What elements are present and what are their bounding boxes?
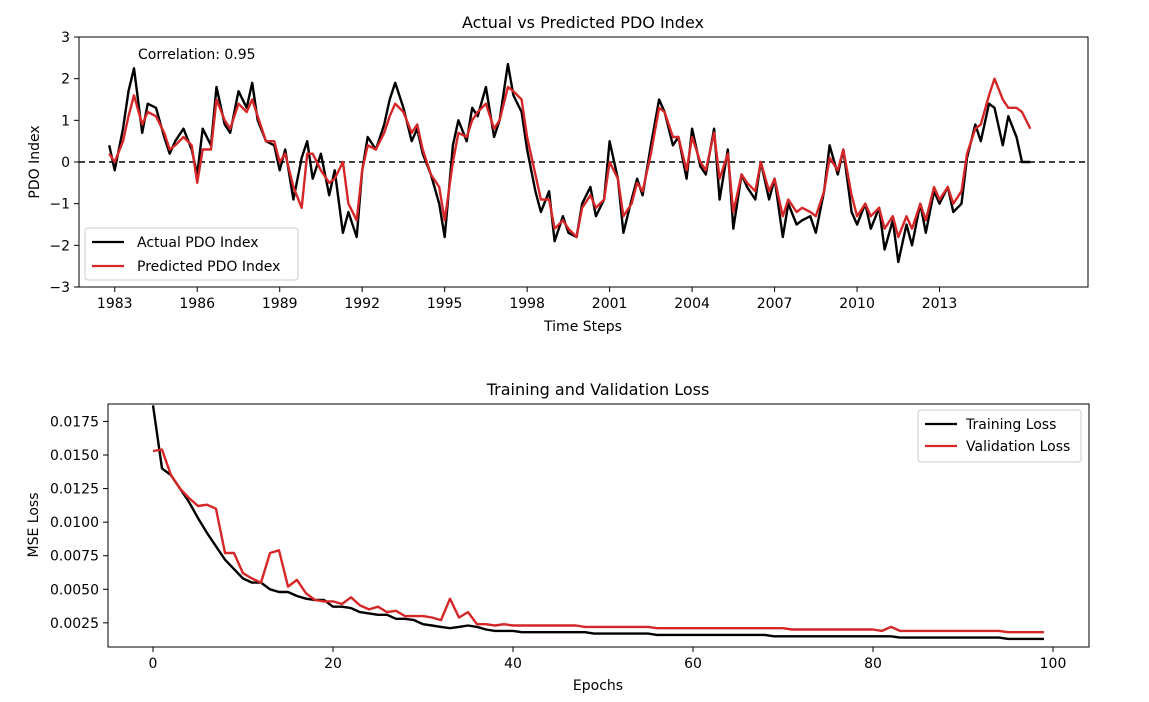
y-axis-label: MSE Loss [26,493,42,558]
x-tick-label: 1998 [509,296,545,312]
x-tick-label: 1989 [262,296,298,312]
axes-frame [78,36,1089,288]
y-tick-label: 0.0175 [50,414,99,430]
x-tick-label: 1986 [179,296,215,312]
legend-label-predicted: Predicted PDO Index [137,259,280,275]
x-tick-label: 80 [864,656,882,672]
legend: Training Loss Validation Loss [917,409,1082,463]
x-tick-label: 1983 [97,296,133,312]
plot-area [151,405,1044,641]
legend-box [917,409,1082,463]
legend-label-actual: Actual PDO Index [137,235,259,251]
series-line-training-loss [151,405,1044,641]
x-tick-label: 1992 [344,296,380,312]
tick-group: 0 20 40 60 80 100 0.0025 0.0050 0.0075 0.0100 0.01… [50,414,1066,672]
y-tick-label: 2 [61,72,70,88]
x-tick-label: 40 [504,656,522,672]
x-tick-label: 2001 [592,296,628,312]
y-tick-label: −2 [49,238,70,254]
y-tick-label: −1 [49,197,70,213]
series-line-validation-loss [152,448,1044,634]
y-tick-label: −3 [49,280,70,296]
plot-area [79,62,1088,264]
chart-title: Training and Validation Loss [486,380,710,399]
x-tick-label: 60 [684,656,702,672]
y-tick-label: 0.0100 [50,515,99,531]
y-tick-label: 1 [61,113,70,129]
legend-label-validation: Validation Loss [966,439,1070,455]
series-line-predicted-pdo-index [108,77,1032,239]
pdo-index-chart: Actual vs Predicted PDO Index Time Steps… [27,13,1089,335]
loss-chart: Training and Validation Loss Epochs MSE … [26,380,1090,694]
y-tick-label: 0.0125 [50,482,99,498]
x-tick-label: 0 [149,656,158,672]
x-tick-label: 2004 [674,296,710,312]
x-tick-label: 20 [324,656,342,672]
x-tick-label: 100 [1040,656,1067,672]
y-tick-label: 0.0025 [50,616,99,632]
y-tick-label: 0 [61,155,70,171]
x-axis-label: Time Steps [543,319,622,335]
x-tick-label: 2007 [757,296,793,312]
axes-frame [107,403,1090,648]
legend-box [84,227,299,281]
legend-label-training: Training Loss [965,417,1056,433]
x-tick-label: 2010 [839,296,875,312]
x-axis-label: Epochs [573,678,623,694]
x-tick-label: 2013 [922,296,958,312]
legend: Actual PDO Index Predicted PDO Index [84,227,299,281]
chart-title: Actual vs Predicted PDO Index [462,13,704,32]
y-tick-label: 0.0150 [50,448,99,464]
tick-group: 1983 1986 1989 1992 1995 1998 2001 2004 2007 2010… [49,30,957,312]
x-tick-label: 1995 [427,296,463,312]
y-tick-label: 0.0050 [50,582,99,598]
y-axis-label: PDO Index [27,125,43,198]
correlation-annotation: Correlation: 0.95 [138,47,256,63]
y-tick-label: 0.0075 [50,549,99,565]
y-tick-label: 3 [61,30,70,46]
